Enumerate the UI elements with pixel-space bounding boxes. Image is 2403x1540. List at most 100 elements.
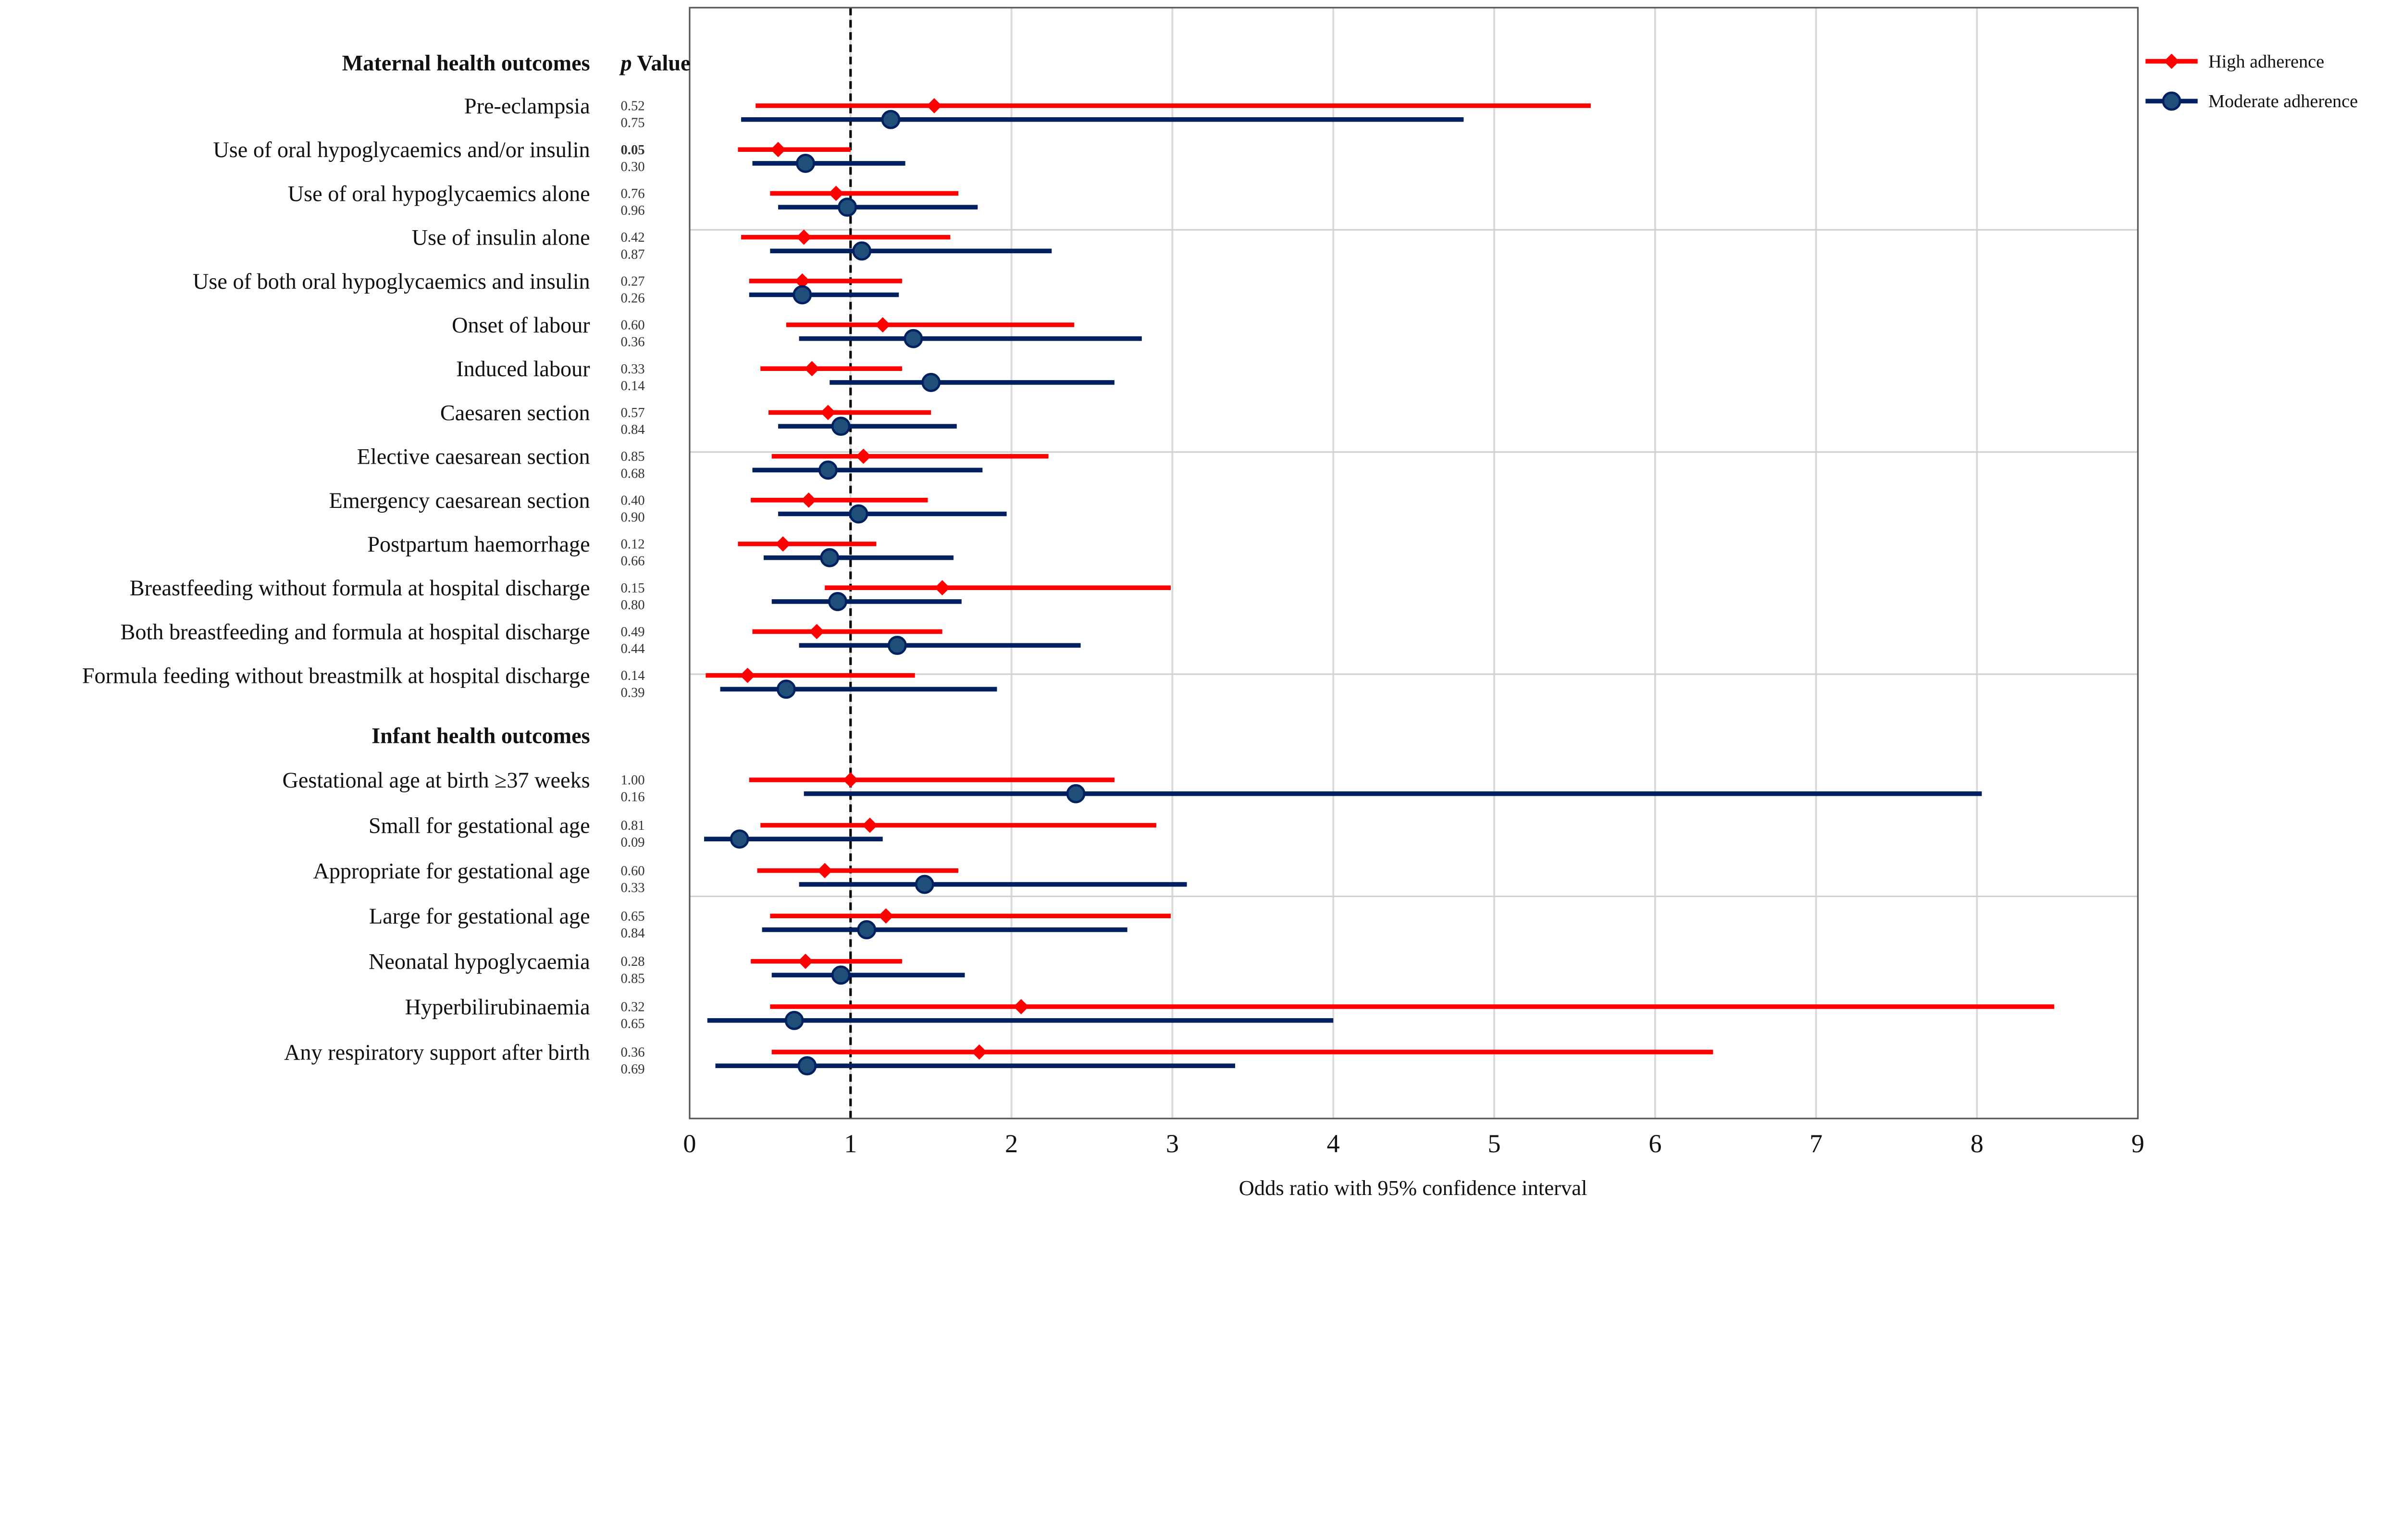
- p-value-high: 0.14: [620, 668, 644, 683]
- forest-row: Use of insulin alone 0.420.87: [412, 225, 1052, 262]
- p-value-moderate: 0.16: [620, 789, 644, 805]
- x-tick-label: 5: [1488, 1129, 1501, 1158]
- p-value-high: 0.28: [620, 954, 644, 969]
- plot-frame: [689, 7, 2139, 1120]
- p-value-header: p Value: [619, 51, 690, 75]
- x-axis-title: Odds ratio with 95% confidence interval: [1239, 1176, 1587, 1200]
- forest-row: Emergency caesarean section 0.400.90: [329, 488, 1007, 525]
- p-value-high: 0.76: [620, 186, 644, 201]
- outcome-label: Elective caesarean section: [357, 444, 590, 469]
- outcome-label: Caesaren section: [440, 400, 590, 425]
- forest-row: Neonatal hypoglycaemia 0.28 0.85: [369, 949, 965, 986]
- high-point-estimate: [801, 492, 817, 508]
- forest-row: Caesaren section 0.57 0.84: [440, 400, 957, 437]
- forest-row: Use of both oral hypoglycaemics and insu…: [193, 269, 902, 306]
- p-value-high: 0.49: [620, 624, 644, 640]
- p-value-moderate: 0.66: [620, 554, 644, 569]
- moderate-point-estimate: [796, 153, 815, 173]
- forest-row: Elective caesarean section 0.85 0.68: [357, 444, 1049, 481]
- forest-row: Breastfeeding without formula at hospita…: [130, 576, 1171, 613]
- moderate-point-estimate: [857, 920, 877, 939]
- circle-marker-icon: [2162, 91, 2181, 111]
- moderate-point-estimate: [818, 460, 838, 480]
- outcome-label: Neonatal hypoglycaemia: [369, 949, 590, 974]
- legend-item-high: High adherence: [2145, 51, 2324, 72]
- x-tick-label: 3: [1166, 1129, 1179, 1158]
- moderate-point-estimate: [797, 1056, 817, 1076]
- high-point-estimate: [878, 908, 894, 924]
- outcome-label: Large for gestational age: [369, 904, 590, 928]
- x-tick-label: 4: [1327, 1129, 1340, 1158]
- p-value-moderate: 0.09: [620, 835, 644, 850]
- high-point-estimate: [855, 448, 871, 464]
- high-point-estimate: [842, 772, 858, 788]
- high-point-estimate: [926, 98, 942, 113]
- outcome-label: Small for gestational age: [369, 813, 590, 838]
- p-value-high: 0.40: [620, 493, 644, 508]
- high-point-estimate: [796, 229, 812, 245]
- high-point-estimate: [740, 667, 756, 683]
- high-point-estimate: [817, 862, 833, 878]
- x-tick-label: 7: [1809, 1129, 1822, 1158]
- p-value-high: 0.65: [620, 909, 644, 924]
- high-point-estimate: [770, 142, 786, 158]
- moderate-point-estimate: [887, 636, 907, 655]
- p-value-moderate: 0.65: [620, 1016, 644, 1032]
- p-value-moderate: 0.69: [620, 1061, 644, 1077]
- forest-row: Gestational age at birth ≥37 weeks 1.000.…: [283, 768, 1982, 805]
- p-value-high: 0.15: [620, 580, 644, 596]
- moderate-point-estimate: [904, 329, 923, 348]
- p-value-moderate: 0.44: [620, 641, 644, 656]
- forest-row: Any respiratory support after birth 0.360…: [284, 1040, 1713, 1077]
- p-value-high: 0.85: [620, 449, 644, 464]
- p-value-moderate: 0.26: [620, 290, 644, 306]
- group-title: Maternal health outcomes: [342, 51, 590, 75]
- forest-row: Use of oral hypoglycaemics alone 0.76 0.96: [288, 181, 978, 218]
- high-point-estimate: [862, 817, 878, 833]
- moderate-point-estimate: [881, 110, 901, 129]
- p-value-header-p: p: [619, 51, 632, 75]
- p-value-moderate: 0.87: [620, 246, 644, 262]
- forest-row: Onset of labour 0.600.36: [452, 313, 1142, 350]
- p-value-moderate: 0.68: [620, 466, 644, 481]
- forest-row: Small for gestational age 0.81 0.09: [369, 813, 1156, 850]
- moderate-point-estimate: [921, 372, 941, 392]
- high-point-estimate: [798, 953, 813, 969]
- forest-row: Pre-eclampsia 0.520.75: [464, 94, 1591, 131]
- p-value-moderate: 0.14: [620, 378, 644, 394]
- p-value-moderate: 0.85: [620, 971, 644, 986]
- p-value-high: 0.81: [620, 818, 644, 833]
- moderate-point-estimate: [730, 829, 749, 849]
- x-tick-label: 8: [1970, 1129, 1983, 1158]
- outcome-label: Use of oral hypoglycaemics alone: [288, 181, 590, 206]
- moderate-point-estimate: [849, 504, 868, 524]
- outcome-label: Hyperbilirubinaemia: [405, 995, 590, 1019]
- x-tick-label: 2: [1005, 1129, 1018, 1158]
- high-point-estimate: [820, 405, 836, 420]
- outcome-label: Emergency caesarean section: [329, 488, 590, 513]
- legend: High adherence Moderate adherence: [2145, 51, 2358, 111]
- p-value-high: 0.60: [620, 863, 644, 878]
- moderate-point-estimate: [838, 197, 857, 217]
- high-point-estimate: [828, 185, 844, 201]
- p-value-moderate: 0.96: [620, 203, 644, 218]
- p-value-high: 0.33: [620, 361, 644, 377]
- p-value-moderate: 0.84: [620, 422, 644, 437]
- moderate-point-estimate: [784, 1010, 804, 1030]
- moderate-point-estimate: [776, 679, 796, 699]
- legend-item-moderate: Moderate adherence: [2145, 91, 2358, 111]
- outcome-label: Pre-eclampsia: [464, 94, 590, 118]
- outcome-label: Gestational age at birth ≥37 weeks: [283, 768, 590, 792]
- p-value-high: 0.36: [620, 1045, 644, 1060]
- forest-row: Large for gestational age 0.650.84: [369, 904, 1171, 941]
- group-title: Infant health outcomes: [372, 724, 590, 748]
- x-tick-label: 0: [683, 1129, 696, 1158]
- outcome-label: Formula feeding without breastmilk at ho…: [82, 664, 590, 688]
- outcome-label: Appropriate for gestational age: [313, 859, 590, 883]
- x-axis: 0 1 2 3 4 5 6 7 8 9: [683, 1129, 2144, 1158]
- forest-row: Induced labour 0.330.14: [456, 357, 1115, 394]
- outcome-label: Use of insulin alone: [412, 225, 590, 250]
- forest-row: Formula feeding without breastmilk at ho…: [82, 664, 997, 700]
- high-point-estimate: [875, 317, 891, 333]
- p-value-moderate: 0.84: [620, 925, 644, 941]
